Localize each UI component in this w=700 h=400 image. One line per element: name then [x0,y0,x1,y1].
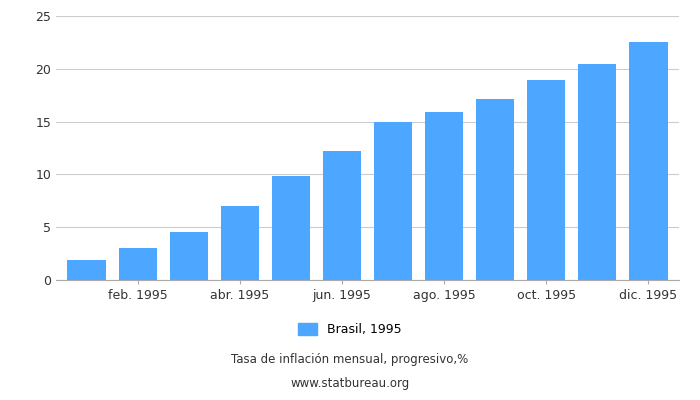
Text: Tasa de inflación mensual, progresivo,%: Tasa de inflación mensual, progresivo,% [232,354,468,366]
Bar [374,122,412,280]
Bar [220,206,259,280]
Bar [67,260,106,280]
Bar [629,42,668,280]
Legend: Brasil, 1995: Brasil, 1995 [293,318,407,341]
Bar [272,176,310,280]
Bar [527,80,566,280]
Bar [118,248,157,280]
Bar [578,64,617,280]
Text: www.statbureau.org: www.statbureau.org [290,378,410,390]
Bar [476,100,514,280]
Bar [323,151,361,280]
Bar [169,232,208,280]
Bar [425,112,463,280]
